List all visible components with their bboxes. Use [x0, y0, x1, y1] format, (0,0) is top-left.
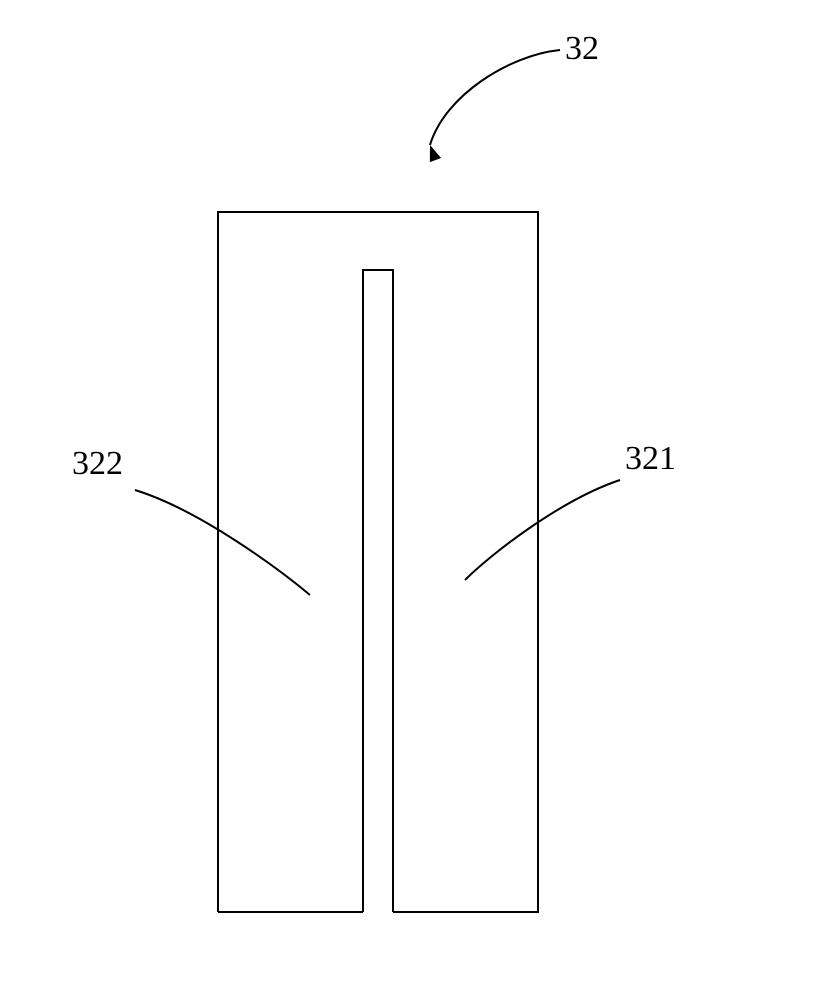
- lead-line-left: [135, 490, 310, 595]
- lead-line-main: [430, 50, 560, 162]
- inner-slot: [363, 270, 393, 912]
- label-322: 322: [72, 445, 123, 483]
- patent-figure: [0, 0, 818, 1000]
- label-32: 32: [565, 30, 599, 68]
- label-321: 321: [625, 440, 676, 478]
- lead-line-right: [465, 480, 620, 580]
